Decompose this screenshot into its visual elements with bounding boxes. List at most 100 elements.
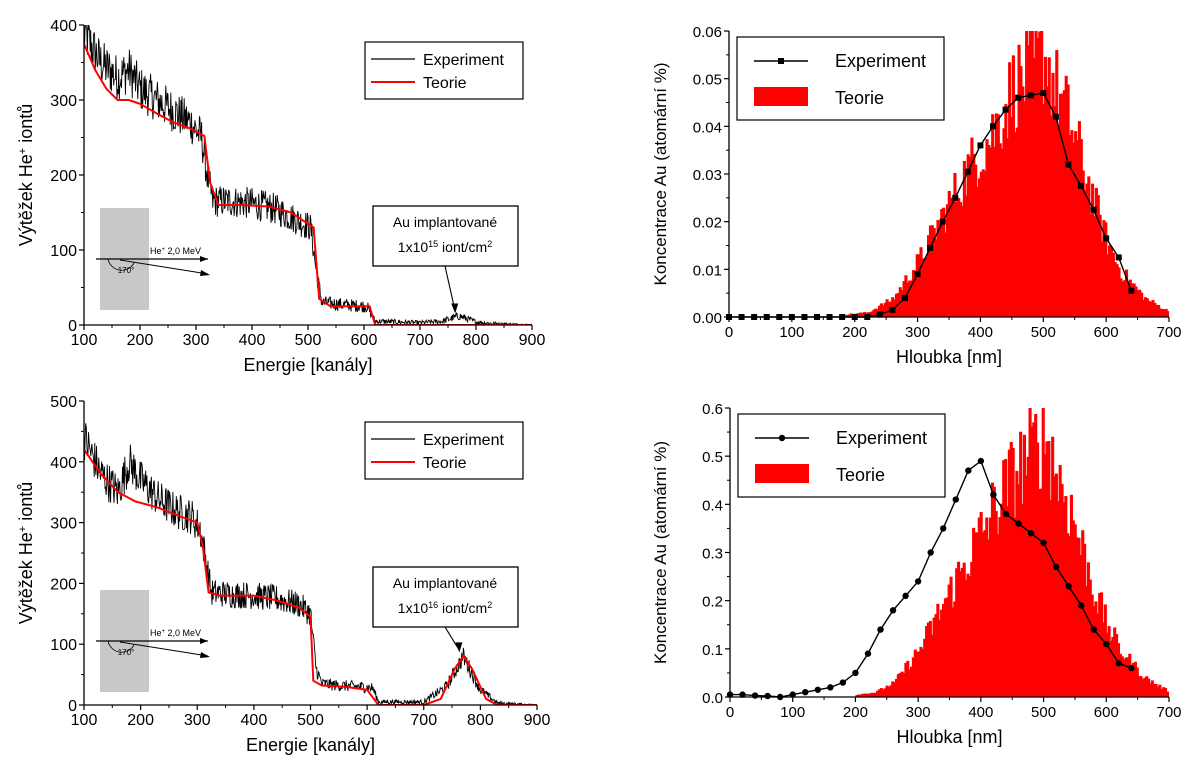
histogram-bar — [1139, 676, 1143, 697]
histogram-bar — [1009, 441, 1013, 697]
histogram-bar — [959, 202, 963, 317]
histogram-bar — [1077, 537, 1081, 697]
y-tick-label: 500 — [50, 394, 77, 411]
arrowhead — [200, 638, 208, 644]
histogram-bar — [1056, 501, 1060, 697]
histogram-bar — [932, 617, 936, 697]
data-point — [952, 194, 959, 201]
histogram-bar — [1118, 653, 1122, 697]
histogram-bar — [1060, 93, 1064, 317]
histogram-bar — [845, 314, 850, 317]
histogram-bar — [879, 688, 883, 697]
histogram-bar — [1043, 56, 1048, 317]
histogram-bar — [866, 693, 870, 697]
histogram-bar — [960, 567, 964, 697]
histogram-bar — [1135, 667, 1139, 697]
histogram-bar — [1075, 537, 1079, 697]
histogram-bar — [1053, 106, 1057, 317]
histogram-bar — [915, 254, 919, 317]
x-tick-label: 300 — [184, 712, 211, 729]
data-point — [1115, 254, 1122, 261]
histogram-bar — [1040, 31, 1044, 317]
histogram-bar — [974, 164, 978, 317]
histogram-bar — [1011, 447, 1015, 697]
histogram-bar — [1154, 683, 1158, 697]
histogram-bar — [1079, 554, 1083, 697]
histogram-bar — [983, 171, 987, 317]
histogram-bar — [1037, 489, 1042, 697]
legend-box — [364, 421, 524, 480]
histogram-bar — [1025, 31, 1029, 317]
annotation-box — [372, 566, 519, 628]
x-axis-label: Energie [kanály] — [243, 355, 372, 375]
data-point — [927, 244, 934, 251]
histogram-bar — [917, 651, 921, 697]
x-tick-label: 700 — [407, 332, 434, 349]
histogram-bar — [966, 573, 970, 697]
legend: Experiment Teorie — [364, 41, 524, 100]
data-point — [1040, 539, 1047, 547]
chart-panel-2: Experiment Teorie 0 100 200 300 400 500 600 700 0.… — [651, 24, 1182, 367]
histogram-bar — [1077, 121, 1081, 317]
data-point — [1090, 626, 1097, 633]
histogram-bar — [1030, 426, 1034, 697]
histogram-bar — [1081, 530, 1085, 697]
legend-swatch-marker — [778, 58, 784, 64]
y-axis-label: Koncentrace Au (atomární %) — [651, 62, 670, 285]
histogram-bar — [1167, 692, 1169, 697]
histogram-bar — [979, 511, 983, 697]
histogram-bar — [940, 609, 944, 697]
histogram-bar — [883, 302, 887, 317]
data-point — [914, 271, 921, 278]
histogram-bar — [994, 113, 998, 317]
histogram-bar — [910, 280, 914, 317]
annotation-line-1: Au implantované — [393, 575, 498, 591]
data-point — [839, 679, 847, 686]
x-tick-label: 0 — [725, 324, 733, 341]
histogram-bar — [1145, 298, 1149, 317]
histogram-bar — [928, 621, 932, 697]
y-tick-label: 0.01 — [693, 262, 722, 279]
data-point — [1128, 664, 1135, 672]
histogram-bar — [1128, 653, 1132, 697]
histogram-bar — [909, 666, 914, 697]
histogram-bar — [975, 532, 979, 697]
data-point — [876, 311, 883, 318]
data-point — [990, 491, 997, 498]
histogram-bar — [1034, 31, 1038, 317]
plot-area — [84, 25, 532, 325]
histogram-bar — [1013, 131, 1017, 317]
histogram-bar — [1021, 86, 1025, 317]
histogram-bar — [1086, 562, 1090, 697]
histogram-bar — [955, 568, 959, 697]
histogram-bar — [1023, 101, 1027, 317]
annotation-line-1: Au implantované — [393, 214, 498, 230]
annotation-arrowhead — [451, 303, 459, 314]
annotation: Au implantované 1x1015 iont/cm2 — [372, 205, 519, 314]
histogram-bar — [1132, 283, 1136, 317]
histogram-bar — [1004, 104, 1008, 317]
data-point — [940, 525, 947, 532]
histogram-bar — [868, 693, 872, 697]
histogram-bar — [1085, 183, 1089, 317]
histogram-bar — [1059, 93, 1063, 317]
histogram-bar — [857, 694, 861, 697]
legend-label-0: Experiment — [423, 52, 504, 69]
histogram-bar — [1028, 408, 1032, 697]
histogram-bar — [998, 517, 1002, 697]
data-point — [1090, 206, 1097, 213]
histogram-bar — [1109, 246, 1114, 317]
histogram-bar — [985, 517, 989, 697]
histogram-bar — [874, 308, 878, 317]
legend: Experiment Teorie — [736, 36, 945, 121]
data-point — [1040, 89, 1047, 96]
x-tick-label: 400 — [241, 712, 268, 729]
histogram-bar — [1107, 626, 1111, 697]
histogram-bar — [930, 634, 934, 697]
histogram-bar — [1160, 688, 1164, 697]
histogram-bar — [951, 607, 955, 697]
histogram-bar — [991, 114, 995, 317]
histogram-bar — [1108, 245, 1112, 317]
histogram-bar — [949, 197, 953, 317]
y-tick-label: 0.3 — [702, 546, 723, 563]
